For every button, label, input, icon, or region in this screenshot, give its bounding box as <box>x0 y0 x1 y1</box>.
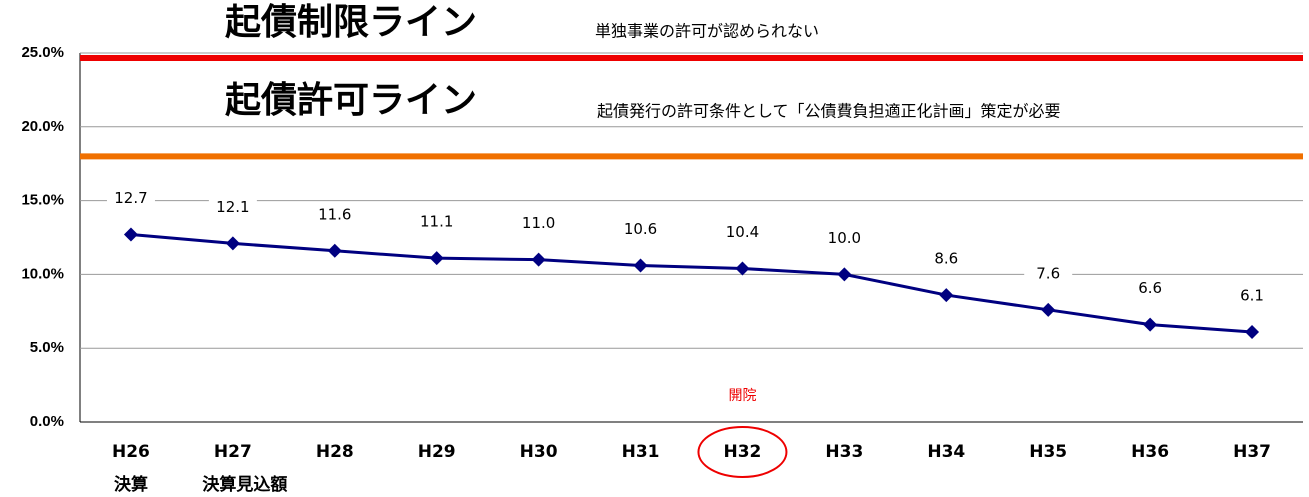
label-bg <box>1024 261 1073 284</box>
label-bg <box>412 210 461 233</box>
data-point <box>837 267 852 282</box>
label-bg <box>718 220 767 243</box>
x-tick-label: H34 <box>927 442 965 462</box>
y-tick-label: 5.0% <box>30 339 64 356</box>
label-bg <box>922 247 971 270</box>
label-bg <box>106 186 155 209</box>
data-point <box>123 227 138 242</box>
x-tick-label: H27 <box>214 442 252 462</box>
label-bg <box>1126 276 1175 299</box>
x-tick-label: H26 <box>112 442 150 462</box>
data-label: 7.6 <box>1036 264 1060 282</box>
data-label: 10.4 <box>726 223 759 241</box>
data-label: 10.6 <box>624 220 657 238</box>
x-tick-label: H35 <box>1029 442 1067 462</box>
data-line <box>130 233 1253 334</box>
y-tick-label: 0.0% <box>30 413 64 430</box>
data-point <box>939 288 954 303</box>
x-tick-label: H31 <box>622 442 660 462</box>
x-tick-note: 決算 <box>114 474 148 495</box>
data-label: 12.1 <box>216 198 249 216</box>
x-tick-label: H33 <box>825 442 863 462</box>
data-point <box>429 251 444 266</box>
label-bg <box>310 202 359 225</box>
reference-note: 起債発行の許可条件として「公債費負担適正化計画」策定が必要 <box>597 102 1061 121</box>
annotation: 開院 <box>728 388 756 404</box>
data-point <box>1041 302 1056 317</box>
label-bg <box>820 226 869 249</box>
label-bg <box>616 217 665 240</box>
highlight-circle <box>697 426 788 478</box>
data-label: 11.0 <box>522 214 555 232</box>
data-label: 6.1 <box>1240 286 1264 304</box>
data-point <box>225 236 240 251</box>
data-label: 10.0 <box>828 229 861 247</box>
x-tick-note: 決算見込額 <box>202 474 287 495</box>
y-tick-label: 15.0% <box>21 192 64 209</box>
data-point <box>531 252 546 267</box>
x-tick-label: H37 <box>1233 442 1271 462</box>
reference-note: 単独事業の許可が認められない <box>595 22 819 41</box>
label-bg <box>514 211 563 234</box>
data-point <box>735 261 750 276</box>
x-tick-label: H36 <box>1131 442 1169 462</box>
data-label: 11.1 <box>420 213 453 231</box>
y-tick-label: 25.0% <box>21 44 64 61</box>
data-point <box>633 258 648 273</box>
label-bg <box>1228 283 1277 306</box>
x-tick-label: H29 <box>418 442 456 462</box>
data-label: 11.6 <box>318 205 351 223</box>
y-tick-label: 10.0% <box>21 265 64 282</box>
reference-label: 起債制限ライン <box>225 2 477 43</box>
data-label: 12.7 <box>114 189 147 207</box>
label-bg <box>208 195 257 218</box>
data-point <box>1143 317 1158 332</box>
y-tick-label: 20.0% <box>21 118 64 135</box>
x-tick-label: H30 <box>520 442 558 462</box>
data-point <box>327 243 342 258</box>
data-label: 8.6 <box>934 250 958 268</box>
x-tick-label: H32 <box>724 442 762 462</box>
data-point <box>1245 324 1260 339</box>
reference-label: 起債許可ライン <box>225 80 477 121</box>
data-label: 6.6 <box>1138 279 1162 297</box>
x-tick-label: H28 <box>316 442 354 462</box>
